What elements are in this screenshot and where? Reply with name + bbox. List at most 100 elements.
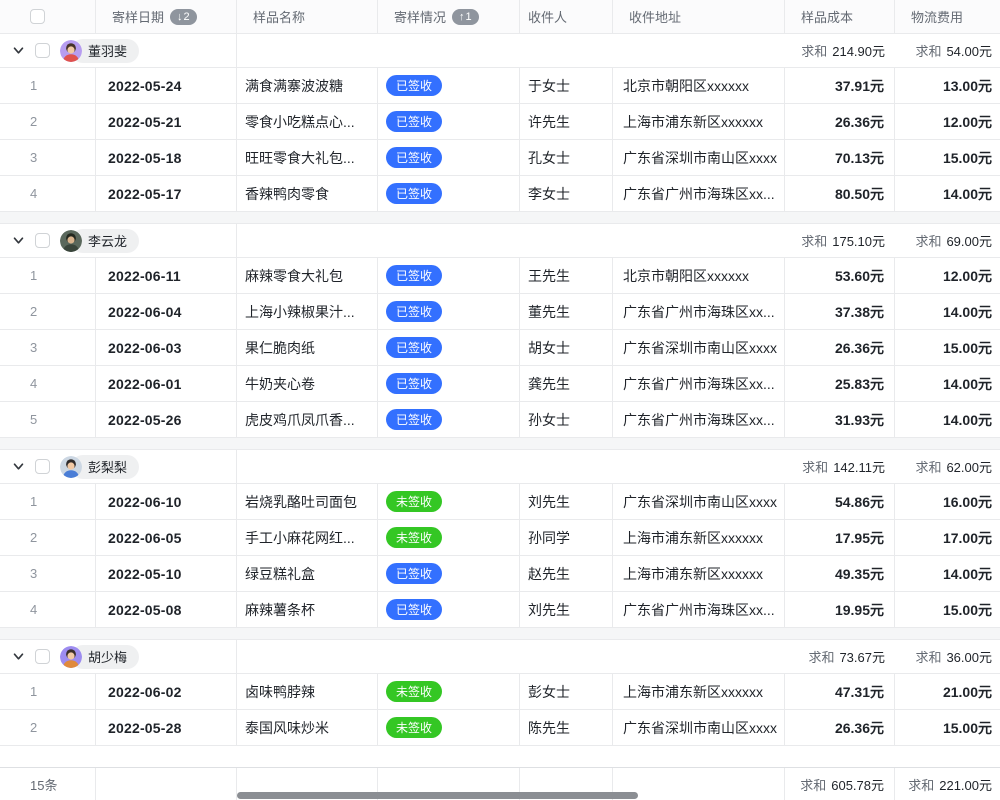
cell-sample-name[interactable]: 麻辣零食大礼包	[237, 258, 378, 293]
cell-cost[interactable]: 70.13元	[785, 140, 895, 175]
cell-cost[interactable]: 49.35元	[785, 556, 895, 591]
row-number-cell[interactable]: 1	[0, 258, 96, 293]
cell-recipient[interactable]: 刘先生	[520, 592, 613, 627]
cell-sample-name[interactable]: 果仁脆肉纸	[237, 330, 378, 365]
horizontal-scrollbar-thumb[interactable]	[237, 792, 638, 799]
row-number-cell[interactable]: 1	[0, 68, 96, 103]
cell-address[interactable]: 广东省深圳市南山区xxxx	[613, 140, 785, 175]
row-number-cell[interactable]: 1	[0, 484, 96, 519]
cell-status[interactable]: 未签收	[378, 520, 520, 555]
cell-recipient[interactable]: 孙同学	[520, 520, 613, 555]
row-number-cell[interactable]: 4	[0, 176, 96, 211]
column-header-sample-name[interactable]: 样品名称	[237, 0, 378, 33]
cell-cost[interactable]: 31.93元	[785, 402, 895, 437]
cell-date[interactable]: 2022-05-18	[96, 140, 237, 175]
status-badge[interactable]: 已签收	[386, 147, 443, 168]
cell-sample-name[interactable]: 岩烧乳酪吐司面包	[237, 484, 378, 519]
row-number-cell[interactable]: 2	[0, 710, 96, 745]
column-header-logistics[interactable]: 物流费用	[895, 0, 1000, 33]
cell-status[interactable]: 未签收	[378, 674, 520, 709]
cell-date[interactable]: 2022-05-24	[96, 68, 237, 103]
group-user-chip[interactable]: 胡少梅	[60, 644, 140, 669]
cell-logistics[interactable]: 14.00元	[895, 176, 1000, 211]
column-header-status[interactable]: 寄样情况 ↑ 1	[378, 0, 520, 33]
cell-date[interactable]: 2022-05-08	[96, 592, 237, 627]
cell-status[interactable]: 未签收	[378, 484, 520, 519]
chevron-down-icon[interactable]	[12, 460, 25, 473]
sort-badge-desc[interactable]: ↓ 2	[170, 8, 197, 25]
row-number-cell[interactable]: 4	[0, 592, 96, 627]
cell-address[interactable]: 广东省广州市海珠区xx...	[613, 402, 785, 437]
status-badge[interactable]: 已签收	[386, 265, 443, 286]
cell-recipient[interactable]: 孙女士	[520, 402, 613, 437]
cell-recipient[interactable]: 胡女士	[520, 330, 613, 365]
cell-sample-name[interactable]: 零食小吃糕点心...	[237, 104, 378, 139]
cell-date[interactable]: 2022-05-26	[96, 402, 237, 437]
cell-recipient[interactable]: 董先生	[520, 294, 613, 329]
cell-address[interactable]: 广东省深圳市南山区xxxx	[613, 710, 785, 745]
cell-sample-name[interactable]: 卤味鸭脖辣	[237, 674, 378, 709]
group-user-chip[interactable]: 彭梨梨	[60, 454, 140, 479]
cell-address[interactable]: 广东省广州市海珠区xx...	[613, 294, 785, 329]
chevron-down-icon[interactable]	[12, 650, 25, 663]
status-badge[interactable]: 已签收	[386, 183, 443, 204]
cell-status[interactable]: 已签收	[378, 294, 520, 329]
status-badge[interactable]: 未签收	[386, 491, 443, 512]
cell-cost[interactable]: 26.36元	[785, 104, 895, 139]
row-number-cell[interactable]: 3	[0, 140, 96, 175]
sort-badge-asc[interactable]: ↑ 1	[452, 8, 479, 25]
cell-date[interactable]: 2022-05-10	[96, 556, 237, 591]
cell-sample-name[interactable]: 香辣鸭肉零食	[237, 176, 378, 211]
status-badge[interactable]: 未签收	[386, 527, 443, 548]
cell-sample-name[interactable]: 旺旺零食大礼包...	[237, 140, 378, 175]
cell-cost[interactable]: 47.31元	[785, 674, 895, 709]
status-badge[interactable]: 已签收	[386, 337, 443, 358]
status-badge[interactable]: 已签收	[386, 111, 443, 132]
column-header-recipient[interactable]: 收件人	[520, 0, 613, 33]
group-user-chip[interactable]: 李云龙	[60, 228, 140, 253]
cell-cost[interactable]: 19.95元	[785, 592, 895, 627]
cell-recipient[interactable]: 李女士	[520, 176, 613, 211]
cell-date[interactable]: 2022-06-02	[96, 674, 237, 709]
group-checkbox[interactable]	[35, 43, 50, 58]
cell-status[interactable]: 已签收	[378, 402, 520, 437]
status-badge[interactable]: 已签收	[386, 301, 443, 322]
cell-date[interactable]: 2022-06-04	[96, 294, 237, 329]
cell-address[interactable]: 广东省广州市海珠区xx...	[613, 592, 785, 627]
cell-status[interactable]: 未签收	[378, 710, 520, 745]
cell-recipient[interactable]: 龚先生	[520, 366, 613, 401]
cell-status[interactable]: 已签收	[378, 330, 520, 365]
row-number-cell[interactable]: 3	[0, 330, 96, 365]
cell-date[interactable]: 2022-06-10	[96, 484, 237, 519]
cell-address[interactable]: 上海市浦东新区xxxxxx	[613, 556, 785, 591]
cell-cost[interactable]: 25.83元	[785, 366, 895, 401]
cell-recipient[interactable]: 于女士	[520, 68, 613, 103]
column-header-cost[interactable]: 样品成本	[785, 0, 895, 33]
cell-date[interactable]: 2022-05-17	[96, 176, 237, 211]
group-checkbox[interactable]	[35, 649, 50, 664]
status-badge[interactable]: 已签收	[386, 599, 443, 620]
cell-status[interactable]: 已签收	[378, 592, 520, 627]
cell-logistics[interactable]: 16.00元	[895, 484, 1000, 519]
cell-status[interactable]: 已签收	[378, 140, 520, 175]
cell-sample-name[interactable]: 牛奶夹心卷	[237, 366, 378, 401]
cell-date[interactable]: 2022-06-05	[96, 520, 237, 555]
row-number-cell[interactable]: 2	[0, 294, 96, 329]
cell-logistics[interactable]: 15.00元	[895, 140, 1000, 175]
status-badge[interactable]: 未签收	[386, 681, 443, 702]
cell-logistics[interactable]: 21.00元	[895, 674, 1000, 709]
status-badge[interactable]: 未签收	[386, 717, 443, 738]
cell-logistics[interactable]: 15.00元	[895, 710, 1000, 745]
cell-logistics[interactable]: 14.00元	[895, 556, 1000, 591]
cell-sample-name[interactable]: 泰国风味炒米	[237, 710, 378, 745]
cell-date[interactable]: 2022-06-03	[96, 330, 237, 365]
cell-status[interactable]: 已签收	[378, 366, 520, 401]
cell-cost[interactable]: 53.60元	[785, 258, 895, 293]
cell-address[interactable]: 广东省深圳市南山区xxxx	[613, 330, 785, 365]
status-badge[interactable]: 已签收	[386, 75, 443, 96]
row-number-cell[interactable]: 4	[0, 366, 96, 401]
column-header-address[interactable]: 收件地址	[613, 0, 785, 33]
cell-cost[interactable]: 54.86元	[785, 484, 895, 519]
cell-logistics[interactable]: 17.00元	[895, 520, 1000, 555]
cell-sample-name[interactable]: 手工小麻花网红...	[237, 520, 378, 555]
